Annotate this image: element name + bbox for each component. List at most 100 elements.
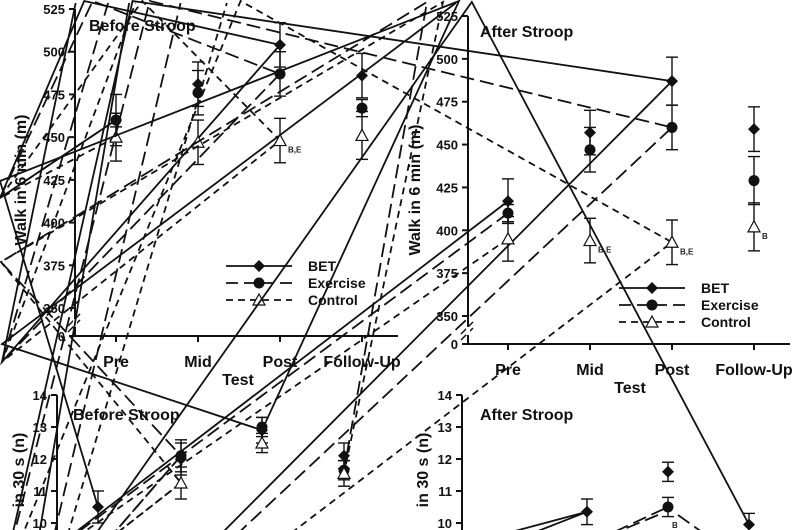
data-point-bet — [743, 518, 755, 530]
y-tick-label: 500 — [43, 45, 65, 60]
y-tick-label: 500 — [436, 52, 458, 67]
data-point-exercise — [256, 421, 268, 433]
series-line — [0, 0, 461, 508]
legend-label-bet: BET — [701, 280, 729, 296]
series-line — [23, 0, 674, 530]
data-point-bet — [666, 75, 678, 88]
y-axis-title: in 30 s (n) — [415, 433, 432, 508]
data-point-control — [354, 128, 370, 142]
data-point-exercise — [192, 87, 204, 99]
y-tick-label: 425 — [436, 180, 458, 195]
data-point-control — [336, 466, 352, 479]
y-tick-label: 350 — [436, 309, 458, 324]
y-axis-title: in 30 s (n) — [11, 433, 28, 508]
series-line — [0, 0, 282, 363]
legend-marker-control — [644, 314, 660, 328]
y-tick-label: 0 — [451, 337, 458, 352]
legend-label-exercise: Exercise — [701, 297, 759, 313]
series-bet — [97, 0, 755, 530]
panel-title: After Stroop — [480, 24, 574, 41]
series-exercise — [616, 496, 701, 530]
legend-label-exercise: Exercise — [308, 275, 366, 291]
data-point-bet — [274, 38, 286, 51]
data-point-bet — [581, 505, 593, 518]
significance-annotation: B,E — [680, 247, 694, 256]
x-tick-label: Post — [263, 354, 298, 371]
y-axis-title: Walk in 6 min (m) — [13, 115, 30, 246]
x-tick-label: Pre — [103, 354, 129, 371]
data-point-bet — [92, 501, 104, 513]
series-line — [119, 482, 182, 530]
series-line — [0, 0, 429, 530]
y-tick-label: 375 — [436, 266, 458, 281]
data-point-exercise — [666, 121, 678, 133]
panel-title: Before Stroop — [73, 407, 180, 424]
data-point-exercise — [584, 144, 596, 156]
x-tick-label: Follow-Up — [323, 354, 401, 371]
x-tick-label: Pre — [495, 362, 521, 379]
y-tick-label: 375 — [43, 258, 65, 273]
significance-annotation: B — [762, 232, 768, 241]
legend-marker-exercise — [646, 299, 658, 311]
series-line — [0, 0, 282, 366]
y-tick-label: 12 — [438, 452, 452, 467]
data-point-control — [173, 475, 189, 489]
y-tick-label: 10 — [438, 516, 452, 530]
series-line — [115, 455, 182, 530]
y-tick-label: 475 — [436, 95, 458, 110]
series-line — [12, 0, 674, 530]
series-line — [0, 0, 282, 365]
series-line — [616, 506, 669, 530]
significance-annotation: B,E — [288, 146, 302, 155]
y-tick-label: 450 — [436, 138, 458, 153]
x-tick-label: Follow-Up — [715, 362, 793, 379]
y-tick-label: 13 — [33, 420, 47, 435]
y-tick-label: 11 — [33, 484, 47, 499]
series-control — [23, 0, 762, 530]
legend-marker-bet — [253, 260, 265, 272]
y-tick-label: 425 — [43, 173, 65, 188]
y-tick-label: 400 — [436, 223, 458, 238]
series-line — [14, 0, 674, 530]
series-control — [0, 0, 445, 530]
y-tick-label: 14 — [438, 388, 453, 403]
panel-title: After Stroop — [480, 407, 574, 424]
legend-marker-exercise — [253, 277, 265, 289]
data-point-exercise — [662, 501, 674, 513]
legend-label-bet: BET — [308, 258, 336, 274]
data-point-exercise — [748, 175, 760, 187]
significance-annotation: B,E — [598, 246, 612, 255]
x-axis-title: Test — [222, 372, 254, 389]
y-tick-label: 11 — [438, 484, 452, 499]
series-exercise — [14, 0, 760, 530]
y-tick-label: 13 — [438, 420, 452, 435]
data-point-control — [582, 233, 598, 247]
legend-label-control: Control — [308, 292, 358, 308]
data-point-control — [254, 435, 270, 449]
series-line — [619, 514, 659, 530]
significance-annotation: B — [672, 521, 678, 530]
data-point-exercise — [274, 68, 286, 80]
x-axis-title: Test — [614, 380, 646, 397]
y-tick-label: 14 — [33, 388, 48, 403]
x-tick-label: Mid — [576, 362, 604, 379]
series-line — [0, 0, 445, 530]
series-line — [677, 514, 701, 530]
data-point-control — [500, 231, 516, 245]
data-point-control — [664, 235, 680, 248]
legend-marker-bet — [646, 282, 658, 294]
y-tick-label: 12 — [33, 452, 47, 467]
chart-panel-chair-after: 10 11 12 13 14 in 30 s (n) After Stroop B — [97, 0, 755, 530]
y-tick-label: 10 — [33, 516, 47, 530]
data-point-bet — [662, 465, 674, 478]
y-axis-title: Walk in 6 min (m) — [407, 125, 424, 256]
legend-label-control: Control — [701, 314, 751, 330]
data-point-exercise — [175, 450, 187, 462]
y-tick-label: 525 — [43, 2, 65, 17]
series-line — [97, 0, 750, 530]
